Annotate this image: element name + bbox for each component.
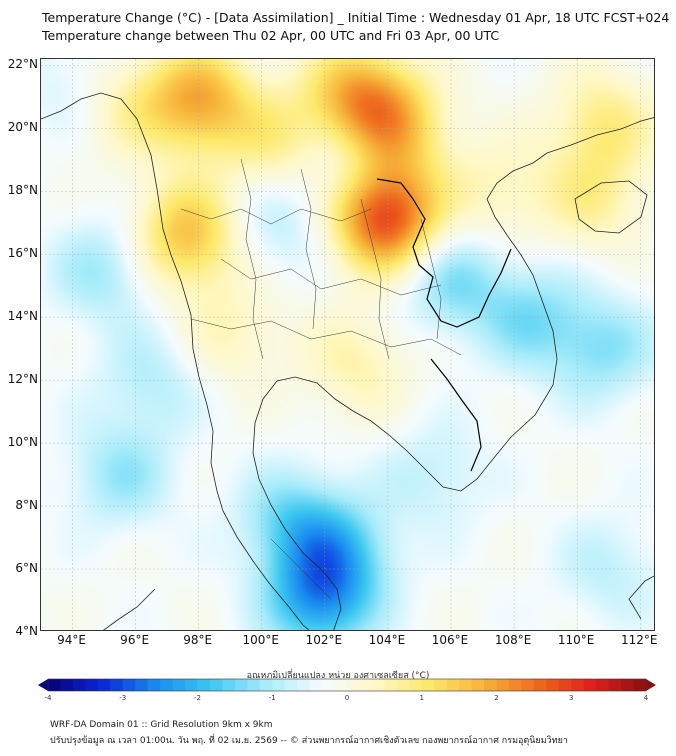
colorbar-tick-label: 3 — [569, 694, 574, 702]
colorbar-segment — [297, 679, 311, 691]
latitude-label: 18°N — [7, 183, 38, 198]
colorbar-segment — [72, 679, 86, 691]
colorbar-segment — [533, 679, 547, 691]
colorbar-segment — [234, 679, 248, 691]
colorbar-title: อุณหภูมิเปลี่ยนแปลง หน่วย องศาเซลเซียส (… — [246, 671, 430, 681]
longitude-label: 104°E — [368, 633, 406, 647]
latitude-label: 12°N — [7, 372, 38, 387]
colorbar-segment — [85, 679, 99, 691]
colorbar-segment — [259, 679, 273, 691]
colorbar-segment — [209, 679, 223, 691]
coastline-gulf — [252, 152, 558, 630]
colorbar-segment — [309, 679, 323, 691]
colorbar-segment — [434, 679, 448, 691]
colorbar-segment — [247, 679, 261, 691]
colorbar — [38, 678, 656, 692]
colorbar-tick-label: 1 — [419, 694, 424, 702]
chart-subtitle: Temperature change between Thu 02 Apr, 0… — [42, 28, 500, 43]
longitude-label: 110°E — [557, 633, 595, 647]
longitude-label: 94°E — [57, 633, 86, 647]
national-borders — [376, 178, 512, 472]
longitude-label: 98°E — [183, 633, 213, 647]
colorbar-segment — [421, 679, 435, 691]
colorbar-max-extension — [646, 679, 656, 691]
colorbar-segment — [484, 679, 497, 691]
coastline-hainan — [574, 180, 648, 234]
colorbar-segment — [185, 679, 198, 691]
colorbar-segment — [496, 679, 510, 691]
footer-model-info: WRF-DA Domain 01 :: Grid Resolution 9km … — [50, 720, 273, 730]
colorbar-segment — [409, 679, 423, 691]
colorbar-tick-label: 0 — [344, 694, 350, 702]
colorbar-min-extension — [38, 679, 48, 691]
colorbar-segment — [172, 679, 186, 691]
colorbar-tick-label: 2 — [494, 694, 499, 702]
colorbar-segment — [396, 679, 410, 691]
longitude-label: 102°E — [305, 633, 343, 647]
colorbar-segment — [459, 679, 473, 691]
latitude-label: 14°N — [7, 309, 38, 324]
colorbar-segment — [571, 679, 585, 691]
colorbar-segment — [135, 679, 149, 691]
map-overlay — [41, 59, 654, 630]
colorbar-segment — [471, 679, 485, 691]
colorbar-segment — [596, 679, 610, 691]
colorbar-tick-label: -2 — [194, 694, 201, 702]
colorbar-tick-label: -3 — [119, 694, 127, 702]
colorbar-segment — [272, 679, 286, 691]
colorbar-segment — [160, 679, 174, 691]
chart-title: Temperature Change (°C) - [Data Assimila… — [42, 10, 670, 25]
latitude-label: 20°N — [7, 120, 38, 135]
longitude-label: 112°E — [620, 633, 658, 647]
coastline-west — [41, 92, 310, 630]
latitude-label: 6°N — [15, 561, 38, 576]
coastlines — [41, 92, 654, 630]
colorbar-segment — [122, 679, 136, 691]
latitude-label: 4°N — [15, 624, 38, 638]
coastline-borneo — [628, 575, 654, 620]
longitude-label: 96°E — [120, 633, 150, 647]
colorbar-outline — [47, 678, 647, 692]
colorbar-segment — [284, 679, 298, 691]
colorbar-segment — [508, 679, 522, 691]
colorbar-segment — [633, 679, 647, 691]
latitude-label: 22°N — [7, 57, 38, 72]
colorbar-segment — [546, 679, 560, 691]
footer-update-info: ปรับปรุงข้อมูล ณ เวลา 01:00น. วัน พฤ. ที… — [50, 736, 568, 746]
colorbar-segment — [621, 679, 635, 691]
colorbar-segment — [446, 679, 460, 691]
colorbar-segment — [521, 679, 535, 691]
latitude-label: 8°N — [15, 498, 38, 513]
colorbar-segment — [147, 679, 161, 691]
colorbar-segment — [558, 679, 572, 691]
colorbar-segment — [322, 679, 336, 691]
colorbar-segment — [110, 679, 124, 691]
latitude-label: 16°N — [7, 246, 38, 261]
coastline-china — [546, 117, 654, 154]
colorbar-segment — [60, 679, 74, 691]
longitude-label: 106°E — [431, 633, 469, 647]
colorbar-segment — [334, 679, 348, 691]
colorbar-tick-label: -1 — [268, 694, 276, 702]
colorbar-segment — [197, 679, 211, 691]
longitude-label: 108°E — [494, 633, 532, 647]
colorbar-segment — [359, 679, 373, 691]
colorbar-segment — [371, 679, 385, 691]
temperature-change-map — [40, 58, 655, 631]
colorbar-segment — [608, 679, 622, 691]
colorbar-segment — [583, 679, 597, 691]
colorbar-segment — [48, 679, 61, 691]
latitude-label: 10°N — [7, 435, 38, 450]
colorbar-tick-label: -4 — [44, 694, 52, 702]
colorbar-segment — [97, 679, 111, 691]
colorbar-segment — [384, 679, 398, 691]
temperature-field — [41, 59, 654, 630]
admin-borders — [180, 158, 462, 600]
graticule — [41, 59, 654, 630]
colorbar-segment — [347, 679, 360, 691]
coastline-sumatra — [103, 588, 156, 630]
colorbar-segment — [222, 679, 236, 691]
longitude-label: 100°E — [242, 633, 280, 647]
colorbar-tick-label: 4 — [643, 694, 649, 702]
